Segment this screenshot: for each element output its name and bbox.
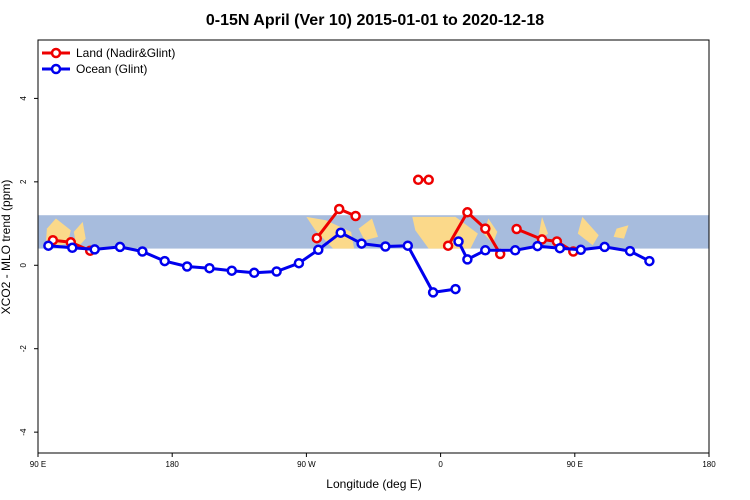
land-shape [73, 221, 86, 249]
x-tick-label: 90 E [567, 460, 583, 469]
y-tick-label: 0 [19, 262, 28, 267]
plot-frame [37, 39, 710, 454]
data-point [462, 207, 473, 218]
data-point [575, 244, 587, 256]
data-point [67, 242, 78, 254]
x-tick-label: 0 [438, 460, 443, 469]
data-point [511, 223, 522, 235]
legend-label: Ocean (Glint) [76, 62, 147, 76]
data-point [412, 174, 424, 186]
land-shape [613, 225, 629, 239]
data-point [480, 223, 491, 234]
data-point [442, 240, 454, 251]
data-point [480, 245, 491, 256]
data-point [532, 240, 543, 252]
data-point [114, 241, 126, 253]
y-tick-label: -2 [19, 345, 28, 353]
x-tick-label: 180 [166, 460, 180, 469]
data-point [204, 262, 215, 274]
data-point [43, 240, 54, 251]
data-point [335, 227, 346, 238]
data-point [89, 244, 100, 255]
legend-marker [50, 63, 62, 75]
x-axis-label: Longitude (deg E) [326, 477, 421, 491]
data-point [137, 246, 148, 257]
data-point [554, 242, 566, 254]
axis-ticks: 90 E 180 90 W 0 90 E 180 -4 -2 0 2 4 [19, 96, 716, 469]
data-point [159, 255, 170, 267]
data-point [402, 240, 414, 251]
series-line [516, 227, 575, 253]
land-shape [358, 218, 378, 241]
land-shape [577, 216, 599, 246]
x-tick-label: 90 W [297, 460, 316, 469]
data-point [181, 261, 193, 272]
data-point [293, 257, 305, 269]
data-point [333, 203, 345, 215]
series-layer [43, 174, 655, 298]
series-line [446, 210, 502, 255]
chart-title: 0-15N April (Ver 10) 2015-01-01 to 2020-… [206, 12, 544, 29]
data-point [624, 245, 636, 257]
data-point [644, 255, 655, 267]
y-tick-label: -4 [19, 428, 28, 436]
y-axis-label: XCO2 - MLO trend (ppm) [0, 180, 13, 315]
legend-marker [50, 47, 62, 59]
data-point [427, 287, 439, 298]
data-point [450, 283, 461, 295]
data-point [462, 254, 473, 265]
data-point [313, 244, 324, 256]
data-point [350, 210, 361, 222]
land-shape [306, 216, 355, 249]
x-tick-label: 180 [702, 460, 716, 469]
data-point [599, 241, 610, 253]
legend-label: Land (Nadir&Glint) [76, 46, 175, 60]
data-point [380, 241, 391, 252]
y-tick-label: 4 [19, 96, 28, 101]
x-tick-label: 90 E [30, 460, 46, 469]
data-point [226, 265, 238, 276]
legend: Land (Nadir&Glint) Ocean (Glint) [42, 46, 175, 76]
y-tick-label: 2 [19, 179, 28, 184]
series-line [457, 240, 651, 263]
data-point [509, 245, 521, 256]
data-point [356, 238, 367, 249]
data-point [311, 232, 323, 244]
series-1 [43, 227, 655, 298]
plot-area: 90 E 180 90 W 0 90 E 180 -4 -2 0 2 4 [19, 39, 716, 469]
data-point [248, 267, 260, 279]
data-point [423, 174, 434, 186]
data-point [453, 236, 464, 247]
data-point [271, 266, 282, 277]
